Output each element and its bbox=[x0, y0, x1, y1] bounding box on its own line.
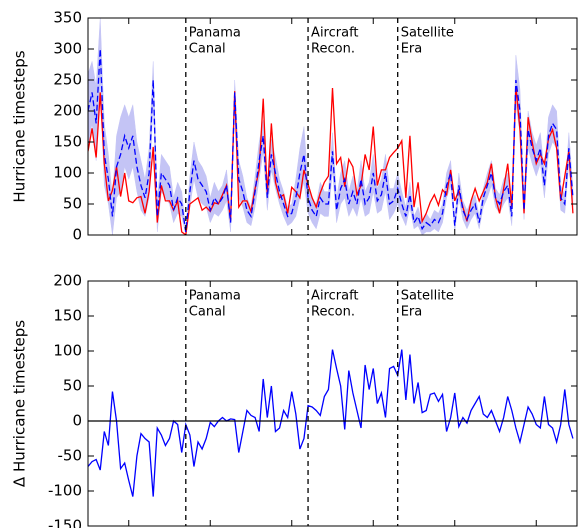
axes-frame bbox=[87, 280, 578, 527]
y-tick-label: 100 bbox=[53, 164, 82, 182]
axes-frame bbox=[87, 17, 578, 236]
annotation: Aircraft bbox=[311, 26, 358, 41]
series-line bbox=[88, 349, 574, 497]
annotation: Era bbox=[401, 42, 423, 57]
y-tick-label: 0 bbox=[72, 226, 82, 244]
annotation: Panama bbox=[189, 26, 241, 41]
y-tick-label: 250 bbox=[53, 71, 82, 89]
annotation: Satellite bbox=[401, 289, 454, 304]
annotation: Aircraft bbox=[311, 289, 358, 304]
y-tick-label: 350 bbox=[53, 9, 82, 27]
annotation: Era bbox=[401, 305, 423, 320]
annotation: Canal bbox=[189, 305, 226, 320]
annotation: Panama bbox=[189, 289, 241, 304]
y-tick-label: -50 bbox=[58, 447, 83, 465]
series-line bbox=[88, 86, 574, 235]
y-tick-label: 50 bbox=[63, 377, 82, 395]
y-axis-label: Hurricane timesteps bbox=[11, 50, 29, 202]
y-tick-label: -100 bbox=[48, 482, 82, 500]
y-tick-label: 300 bbox=[53, 40, 82, 58]
y-tick-label: 0 bbox=[72, 412, 82, 430]
y-tick-label: 100 bbox=[53, 342, 82, 360]
annotation: Canal bbox=[189, 42, 226, 57]
y-tick-label: 200 bbox=[53, 272, 82, 290]
y-tick-label: -150 bbox=[48, 517, 82, 528]
annotation: Recon. bbox=[311, 305, 355, 320]
annotation: Recon. bbox=[311, 42, 355, 57]
y-tick-label: 150 bbox=[53, 133, 82, 151]
y-tick-label: 200 bbox=[53, 102, 82, 120]
series-line bbox=[88, 48, 574, 232]
annotation: Satellite bbox=[401, 26, 454, 41]
y-tick-label: 150 bbox=[53, 307, 82, 325]
y-tick-label: 50 bbox=[63, 195, 82, 213]
y-axis-label: Δ Hurricane timesteps bbox=[11, 320, 29, 487]
